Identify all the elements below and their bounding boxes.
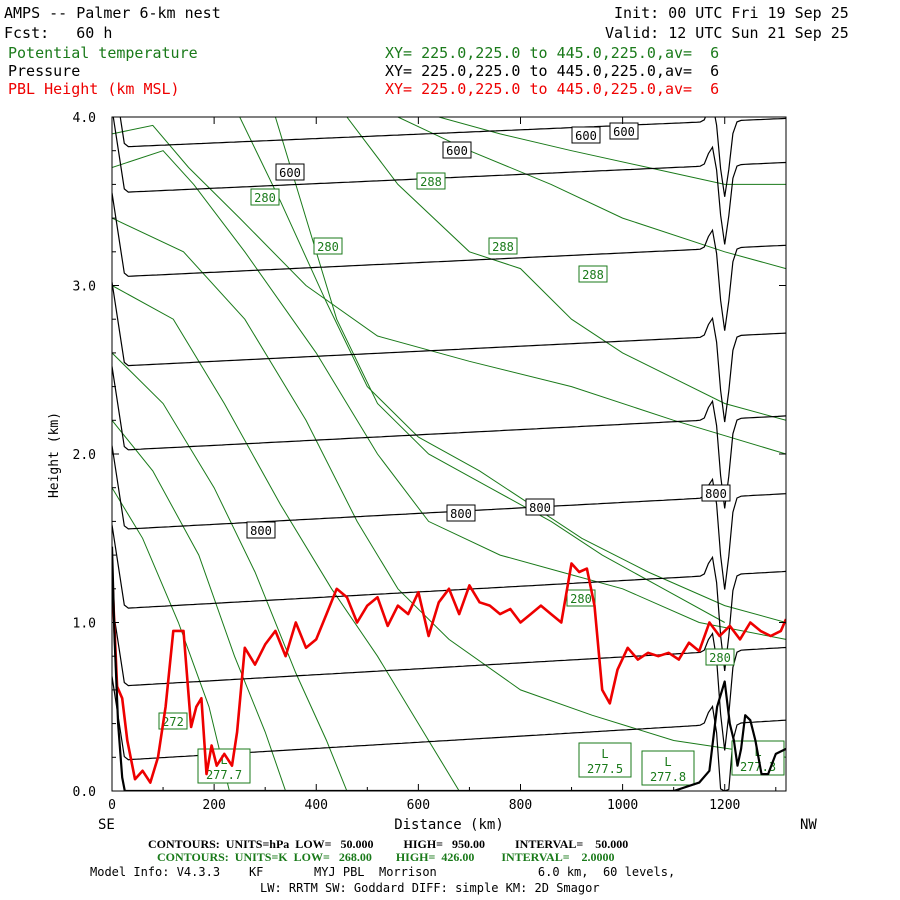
pbl-height-line (112, 562, 786, 784)
y-tick-label: 2.0 (73, 448, 96, 463)
x-tick-label: 400 (305, 798, 328, 813)
footer-theta-contours: CONTOURS: UNITS=K LOW= 268.00 HIGH= 426.… (157, 850, 615, 864)
svg-text:L: L (664, 755, 671, 769)
legend-theta: Potential temperature (8, 44, 198, 62)
footer-physics: LW: RRTM SW: Goddard DIFF: simple KM: 2D… (260, 881, 600, 895)
x-tick-label: 0 (108, 798, 116, 813)
init-time: Init: 00 UTC Fri 19 Sep 25 (614, 4, 849, 22)
pressure-contour (119, 117, 786, 197)
svg-text:800: 800 (705, 487, 727, 501)
valid-time: Valid: 12 UTC Sun 21 Sep 25 (605, 24, 849, 42)
theta-contour (112, 487, 230, 791)
pressure-contour-label: 800 (446, 504, 476, 522)
y-axis-label: Height (km) (47, 412, 62, 498)
svg-text:L: L (220, 753, 227, 767)
pressure-contour (112, 117, 786, 245)
theta-contour-label: 280 (705, 648, 735, 666)
svg-text:L: L (601, 747, 608, 761)
pressure-contour-label: 600 (442, 141, 472, 159)
x-tick-label: 800 (509, 798, 532, 813)
xy-pressure: XY= 225.0,225.0 to 445.0,225.0,av= 6 (385, 62, 720, 80)
theta-contour (112, 217, 786, 758)
theta-contour (112, 124, 786, 455)
pressure-contour-label: 800 (701, 484, 731, 502)
theta-contour-label: 272 (158, 712, 188, 730)
theta-contour-label: 280 (250, 188, 280, 206)
x-tick-label: 200 (202, 798, 225, 813)
x-tick-label: 1000 (607, 798, 638, 813)
y-tick-label: 1.0 (73, 617, 96, 632)
pressure-contour (112, 366, 786, 509)
pressure-contour-label: 600 (275, 163, 305, 181)
x-end-right-label: NW (800, 817, 817, 833)
pressure-contour (112, 282, 786, 423)
theta-contour-label: 288 (578, 265, 608, 283)
pressure-contour-label: 800 (246, 521, 276, 539)
series-layer (112, 546, 786, 791)
svg-text:277.3: 277.3 (740, 760, 776, 774)
svg-text:600: 600 (575, 129, 597, 143)
svg-text:280: 280 (709, 651, 731, 665)
theta-contour-label: 288 (488, 237, 518, 255)
svg-text:280: 280 (570, 592, 592, 606)
x-axis-label: Distance (km) (394, 817, 504, 833)
theta-contour (112, 285, 460, 791)
legend-pressure: Pressure (8, 62, 81, 80)
theta-contour (239, 117, 786, 623)
pressure-contours (112, 117, 786, 791)
pressure-contour-label: 600 (609, 122, 639, 140)
svg-text:600: 600 (279, 166, 301, 180)
theta-contour (112, 352, 348, 791)
xy-theta: XY= 225.0,225.0 to 445.0,225.0,av= 6 (385, 44, 720, 62)
x-tick-label: 600 (407, 798, 430, 813)
x-end-left-label: SE (98, 817, 115, 833)
y-tick-label: 0.0 (73, 785, 96, 800)
xy-pbl: XY= 225.0,225.0 to 445.0,225.0,av= 6 (385, 80, 720, 98)
svg-text:600: 600 (446, 144, 468, 158)
pressure-contour-label: 600 (571, 126, 601, 144)
y-tick-label: 4.0 (73, 111, 96, 126)
y-tick-label: 3.0 (73, 280, 96, 295)
pressure-contour (112, 602, 786, 751)
theta-contours (112, 117, 786, 791)
pressure-contour-label: 800 (525, 498, 555, 516)
svg-text:800: 800 (250, 524, 272, 538)
theta-contour (274, 117, 725, 623)
svg-text:280: 280 (317, 240, 339, 254)
pressure-contour (112, 192, 786, 331)
svg-text:277.7: 277.7 (206, 768, 242, 782)
theta-contour (112, 419, 287, 791)
svg-text:288: 288 (492, 240, 514, 254)
x-tick-label: 1200 (709, 798, 740, 813)
theta-contour-label: 280 (566, 589, 596, 607)
legend-pbl: PBL Height (km MSL) (8, 80, 180, 98)
axes: 0 200 400 600 800 1000 1200 0.0 1.0 2.0 3.0 4.0 (73, 111, 786, 813)
svg-text:288: 288 (582, 268, 604, 282)
chart-title: AMPS -- Palmer 6-km nest (4, 4, 221, 22)
terrain-line (112, 546, 786, 791)
svg-text:288: 288 (420, 175, 442, 189)
theta-contour-label: 288 (416, 172, 446, 190)
svg-text:277.5: 277.5 (587, 762, 623, 776)
svg-text:800: 800 (450, 507, 472, 521)
footer-model-info: Model Info: V4.3.3 KF MYJ PBL Morrison 6… (90, 865, 676, 879)
svg-text:277.8: 277.8 (650, 770, 686, 784)
svg-text:800: 800 (529, 501, 551, 515)
svg-text:272: 272 (162, 715, 184, 729)
forecast-hour: Fcst: 60 h (4, 24, 113, 42)
footer-pressure-contours: CONTOURS: UNITS=hPa LOW= 50.000 HIGH= 95… (148, 837, 629, 851)
theta-contour (346, 117, 786, 421)
svg-text:280: 280 (254, 191, 276, 205)
theta-contour (112, 150, 786, 640)
svg-text:600: 600 (613, 125, 635, 139)
theta-contour-label: 280 (313, 237, 343, 255)
